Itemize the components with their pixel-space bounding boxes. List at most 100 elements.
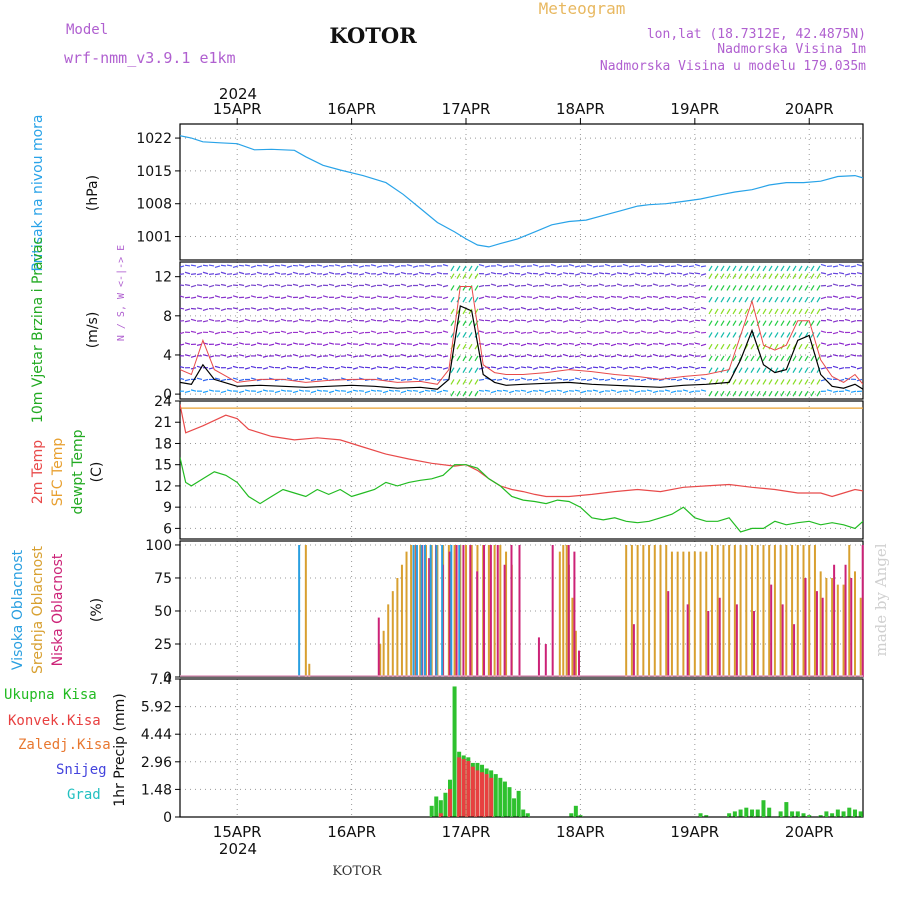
wind-arrow	[496, 343, 503, 345]
wind-arrow	[708, 273, 713, 280]
wind-arrow	[634, 283, 641, 287]
wind-arrow	[214, 377, 221, 381]
wind-arrow	[792, 379, 797, 385]
wind-arrow	[682, 284, 689, 287]
wind-arrow	[616, 353, 623, 357]
wind-arrow	[628, 284, 635, 287]
wind-arrow	[238, 354, 245, 357]
wind-arrow	[786, 332, 791, 338]
wind-arrow	[844, 355, 851, 358]
panel-frame	[179, 400, 864, 540]
wind-arrow	[220, 342, 227, 345]
temp-unit: (C)	[89, 462, 105, 483]
wind-arrow	[634, 353, 641, 357]
wind-arrow	[688, 295, 695, 298]
wind-arrow	[856, 308, 863, 311]
wind-arrow	[462, 343, 467, 350]
wind-arrow	[520, 273, 527, 276]
conv-precip-label: Konvek.Kisa	[8, 713, 101, 729]
total-precip-bar	[704, 815, 709, 817]
wind-arrow	[370, 367, 377, 370]
wind-arrow	[214, 284, 221, 287]
wind-arrow	[280, 284, 287, 288]
wind-arrow	[658, 296, 665, 300]
wind-arrow	[598, 331, 605, 334]
wind-arrow	[616, 342, 623, 345]
wind-arrow	[238, 390, 245, 394]
wind-arrow	[184, 264, 191, 267]
wind-arrow	[810, 308, 815, 315]
wind-arrow	[262, 355, 269, 358]
wind-arrow	[450, 296, 455, 303]
wind-arrow	[394, 307, 401, 310]
ytick-label: 7.4	[150, 672, 172, 688]
wind-arrow	[708, 343, 713, 350]
wind-arrow	[286, 307, 293, 310]
wind-arrow	[856, 263, 863, 267]
wind-arrow	[316, 330, 323, 334]
wind-arrow	[196, 331, 203, 335]
wind-arrow	[726, 273, 731, 280]
wind-arrow	[708, 355, 713, 362]
wind-arrow	[786, 355, 791, 362]
panel-2: 6 9 12 15 18 21 24	[154, 394, 864, 540]
wind-arrow	[220, 271, 227, 275]
wind-arrow	[352, 318, 359, 322]
wind-arrow	[670, 283, 677, 287]
wind-arrow	[574, 265, 581, 268]
panel-frame	[179, 540, 864, 678]
wind-arrow	[526, 331, 533, 334]
wind-arrow	[538, 377, 545, 381]
wind-arrow	[646, 389, 653, 392]
wind-arrow	[610, 331, 617, 334]
wind-arrow	[556, 319, 563, 322]
wind-arrow	[532, 342, 539, 345]
wind-arrow	[394, 273, 401, 276]
wind-arrow	[328, 271, 335, 275]
ytick-label: 24	[154, 394, 172, 410]
wind-arrow	[562, 390, 569, 394]
wind-arrow	[792, 320, 797, 327]
wind-arrow	[562, 308, 569, 311]
wind-arrow	[664, 319, 671, 322]
wind-arrow	[274, 271, 281, 275]
wind-arrow	[538, 389, 545, 392]
wind-arrow	[774, 285, 779, 291]
wind-arrow	[682, 319, 689, 322]
wind-arrow	[720, 320, 725, 327]
wind-arrow	[688, 365, 695, 369]
wind-arrow	[370, 355, 377, 358]
ytick-label: 50	[154, 604, 172, 620]
ytick-label: 21	[154, 415, 172, 431]
wind-arrow	[780, 273, 785, 280]
wind-arrow	[762, 367, 767, 373]
wind-arrow	[502, 331, 509, 334]
wind-arrow	[762, 273, 767, 280]
wind-arrow	[732, 355, 737, 362]
wind-arrow	[792, 285, 797, 291]
wind-arrow	[456, 285, 461, 291]
wind-arrow	[580, 378, 587, 381]
wind-arrow	[762, 343, 767, 350]
wind-arrow	[810, 296, 815, 303]
wind-arrow	[832, 283, 839, 287]
wind-arrow	[628, 389, 635, 392]
wind-arrow	[256, 283, 263, 287]
wind-arrow	[720, 308, 725, 315]
wind-arrow	[598, 272, 605, 275]
wind-arrow	[412, 377, 419, 381]
wind-arrow	[744, 367, 749, 373]
wind-arrow	[580, 308, 587, 311]
wind-arrow	[370, 330, 377, 334]
wind-arrow	[786, 285, 791, 291]
wind-arrow	[580, 353, 587, 357]
wind-arrow	[256, 308, 263, 311]
wind-arrow	[592, 319, 599, 322]
wind-arrow	[544, 366, 551, 369]
wind-arrow	[586, 367, 593, 370]
wind-arrow	[352, 367, 359, 370]
wind-arrow	[682, 265, 689, 268]
wind-arrow	[664, 265, 671, 268]
wind-arrow	[646, 331, 653, 334]
wind-arrow	[744, 390, 749, 397]
